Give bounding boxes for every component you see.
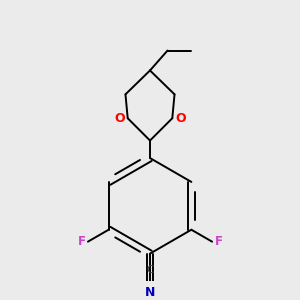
- Text: N: N: [145, 286, 155, 299]
- Text: O: O: [176, 112, 186, 125]
- Text: O: O: [114, 112, 124, 125]
- Text: F: F: [214, 235, 223, 248]
- Text: F: F: [77, 235, 86, 248]
- Text: C: C: [146, 265, 154, 275]
